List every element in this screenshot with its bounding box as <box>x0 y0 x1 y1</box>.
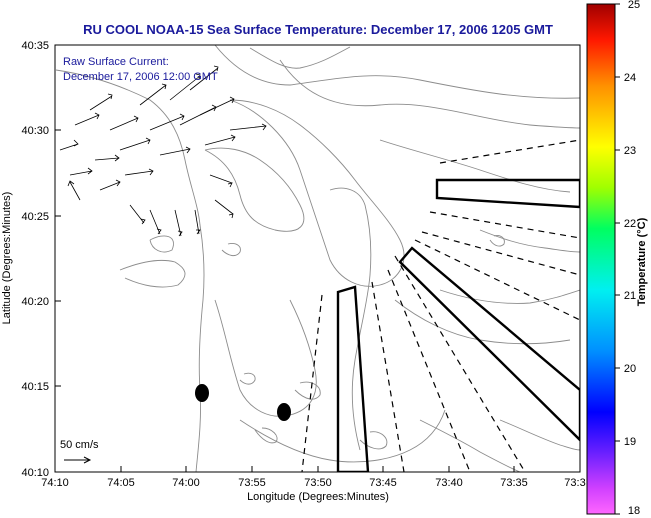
scale-label: 50 cm/s <box>60 439 99 451</box>
y-tick-label: 40:35 <box>21 40 49 52</box>
x-tick-label: 73:55 <box>238 477 266 489</box>
bathymetry-contours <box>55 45 580 472</box>
colorbar-tick-label: 20 <box>624 363 636 375</box>
track-box-upper-right <box>435 178 580 209</box>
colorbar-label: Temperature (°C) <box>636 217 648 306</box>
temperature-colorbar: 25 24 23 22 21 20 19 18 Temperature (°C) <box>586 0 648 517</box>
colorbar-tick-label: 19 <box>624 436 636 448</box>
y-tick-label: 40:25 <box>21 211 49 223</box>
track-box-diagonal <box>398 246 580 442</box>
x-tick-label: 74:00 <box>172 477 200 489</box>
colorbar-tick-label: 25 <box>628 0 640 11</box>
y-tick-label: 40:15 <box>21 381 49 393</box>
surface-current-vectors <box>59 65 267 237</box>
y-axis-label: Latitude (Degrees:Minutes) <box>1 192 13 325</box>
y-tick-label: 40:20 <box>21 296 49 308</box>
colorbar-tick-label: 21 <box>624 290 636 302</box>
y-axis: 40:35 40:30 40:25 40:20 40:15 40:10 Lati… <box>1 40 61 479</box>
x-axis: 74:10 74:05 74:00 73:55 73:50 73:45 73:4… <box>41 466 586 503</box>
x-tick-label: 73:35 <box>500 477 528 489</box>
station-marker-east <box>277 403 291 421</box>
y-tick-label: 40:30 <box>21 125 49 137</box>
legend-current-title: Raw Surface Current: <box>63 56 169 68</box>
colorbar-tick-label: 24 <box>624 72 636 84</box>
x-tick-label: 73:40 <box>435 477 463 489</box>
track-dashed-lines <box>301 139 580 472</box>
station-marker-west <box>195 384 209 402</box>
track-box-center <box>336 285 370 472</box>
colorbar-tick-label: 22 <box>624 218 636 230</box>
scale-arrow-icon <box>64 456 92 464</box>
x-tick-label: 73:45 <box>369 477 397 489</box>
legend-current-date: December 17, 2006 12:00 GMT <box>63 71 218 83</box>
plot-area: Raw Surface Current: December 17, 2006 1… <box>54 44 581 473</box>
y-tick-label: 40:10 <box>21 467 49 479</box>
x-tick-label: 74:05 <box>107 477 135 489</box>
colorbar-gradient <box>586 3 616 515</box>
colorbar-tick-label: 18 <box>628 505 640 517</box>
x-tick-label: 73:50 <box>304 477 332 489</box>
map-title: RU COOL NOAA-15 Sea Surface Temperature:… <box>83 22 553 37</box>
x-axis-label: Longitude (Degrees:Minutes) <box>247 491 389 503</box>
sampling-tracks <box>301 139 580 472</box>
x-tick-label: 74:10 <box>41 477 69 489</box>
colorbar-tick-label: 23 <box>624 145 636 157</box>
x-tick-label: 73:3 <box>564 477 585 489</box>
